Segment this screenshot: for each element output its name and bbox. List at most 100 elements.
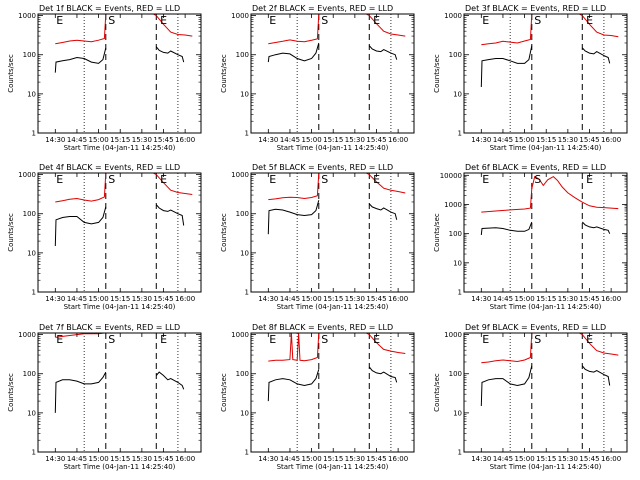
x-tick-label: 14:30 bbox=[258, 136, 278, 144]
x-tick-label: 15:30 bbox=[345, 455, 365, 463]
events-series-line bbox=[368, 203, 398, 220]
x-tick-label: 14:30 bbox=[45, 295, 65, 303]
plot-frame bbox=[37, 332, 202, 453]
x-tick-label: 14:45 bbox=[280, 455, 300, 463]
region-marker-label: S bbox=[534, 333, 541, 346]
x-tick-label: 14:45 bbox=[67, 295, 87, 303]
lld-series-line bbox=[268, 173, 406, 201]
events-series-line bbox=[54, 47, 107, 73]
x-tick-label: 16:00 bbox=[388, 295, 408, 303]
region-marker-label: E bbox=[373, 173, 380, 186]
plot-frame bbox=[250, 332, 415, 453]
y-tick-label: 100 bbox=[236, 210, 249, 218]
y-axis-label: Counts/sec bbox=[7, 54, 15, 93]
region-marker-label: S bbox=[321, 173, 328, 186]
x-tick-label: 14:45 bbox=[280, 136, 300, 144]
panel-title: Det 4f BLACK = Events, RED = LLD bbox=[39, 163, 180, 172]
x-tick-label: 15:45 bbox=[579, 455, 599, 463]
y-axis-label: Counts/sec bbox=[220, 54, 228, 93]
events-series-line bbox=[155, 371, 185, 390]
plot-frame bbox=[463, 332, 628, 453]
lld-series-line bbox=[55, 14, 193, 45]
region-marker-label: S bbox=[108, 173, 115, 186]
region-marker-label: E bbox=[56, 333, 63, 346]
y-tick-label: 1000 bbox=[444, 331, 462, 339]
x-tick-label: 15:30 bbox=[345, 295, 365, 303]
region-marker-label: S bbox=[321, 333, 328, 346]
panel-title: Det 6f BLACK = Events, RED = LLD bbox=[465, 163, 606, 172]
x-axis-label: Start Time (04-Jan-11 14:25:40) bbox=[64, 463, 176, 471]
region-marker-label: S bbox=[534, 14, 541, 27]
events-series-line bbox=[480, 221, 533, 236]
region-marker-label: E bbox=[56, 173, 63, 186]
y-tick-label: 100 bbox=[23, 210, 36, 218]
y-tick-label: 100 bbox=[449, 230, 462, 238]
x-tick-label: 14:45 bbox=[493, 136, 513, 144]
y-tick-label: 1 bbox=[32, 289, 36, 297]
events-series-line bbox=[54, 206, 107, 247]
y-tick-label: 1000 bbox=[18, 171, 36, 179]
panel-title: Det 3f BLACK = Events, RED = LLD bbox=[465, 4, 606, 13]
region-marker-label: E bbox=[160, 173, 167, 186]
x-tick-label: 15:45 bbox=[366, 455, 386, 463]
y-tick-label: 1000 bbox=[444, 12, 462, 20]
x-tick-label: 15:00 bbox=[88, 455, 108, 463]
x-tick-label: 15:30 bbox=[132, 295, 152, 303]
region-marker-label: S bbox=[534, 173, 541, 186]
x-tick-label: 15:15 bbox=[323, 295, 343, 303]
plot-frame bbox=[463, 172, 628, 293]
x-tick-label: 15:15 bbox=[536, 295, 556, 303]
x-tick-label: 15:45 bbox=[579, 295, 599, 303]
x-tick-label: 16:00 bbox=[388, 455, 408, 463]
x-tick-label: 14:30 bbox=[471, 455, 491, 463]
y-axis-label: Counts/sec bbox=[220, 213, 228, 252]
events-series-line bbox=[54, 371, 107, 413]
y-tick-label: 10 bbox=[453, 90, 462, 98]
events-series-line bbox=[480, 45, 533, 88]
events-series-line bbox=[155, 46, 185, 63]
x-tick-label: 15:45 bbox=[366, 136, 386, 144]
region-marker-label: E bbox=[482, 14, 489, 27]
x-tick-label: 16:00 bbox=[601, 455, 621, 463]
region-marker-label: E bbox=[482, 333, 489, 346]
x-tick-label: 15:45 bbox=[153, 455, 173, 463]
x-tick-label: 16:00 bbox=[601, 295, 621, 303]
lld-series-line bbox=[481, 333, 619, 364]
x-tick-label: 16:00 bbox=[388, 136, 408, 144]
x-tick-label: 15:30 bbox=[558, 455, 578, 463]
x-tick-label: 15:45 bbox=[579, 136, 599, 144]
y-axis-label: Counts/sec bbox=[220, 373, 228, 412]
y-axis-label: Counts/sec bbox=[433, 213, 441, 252]
y-tick-label: 100 bbox=[23, 370, 36, 378]
x-tick-label: 15:15 bbox=[110, 455, 130, 463]
events-series-line bbox=[267, 369, 320, 402]
plot-frame bbox=[463, 13, 628, 134]
y-tick-label: 1 bbox=[32, 449, 36, 457]
lld-series-line bbox=[481, 175, 619, 213]
x-tick-label: 16:00 bbox=[601, 136, 621, 144]
y-tick-label: 10 bbox=[453, 409, 462, 417]
x-tick-label: 15:30 bbox=[132, 455, 152, 463]
panel-title: Det 8f BLACK = Events, RED = LLD bbox=[252, 323, 393, 332]
y-tick-label: 1000 bbox=[18, 12, 36, 20]
x-axis-label: Start Time (04-Jan-11 14:25:40) bbox=[64, 303, 176, 311]
x-tick-label: 14:45 bbox=[493, 295, 513, 303]
events-series-line bbox=[368, 366, 398, 383]
x-tick-label: 15:00 bbox=[514, 136, 534, 144]
plot-frame bbox=[37, 172, 202, 293]
y-tick-label: 1 bbox=[32, 130, 36, 138]
x-tick-label: 15:00 bbox=[301, 295, 321, 303]
x-tick-label: 15:15 bbox=[536, 455, 556, 463]
x-axis-label: Start Time (04-Jan-11 14:25:40) bbox=[277, 303, 389, 311]
region-marker-label: S bbox=[321, 14, 328, 27]
region-marker-label: E bbox=[586, 14, 593, 27]
y-tick-label: 10 bbox=[27, 249, 36, 257]
events-series-line bbox=[581, 365, 611, 386]
y-tick-label: 100 bbox=[449, 51, 462, 59]
panel-title: Det 7f BLACK = Events, RED = LLD bbox=[39, 323, 180, 332]
y-tick-label: 1 bbox=[458, 130, 462, 138]
x-axis-label: Start Time (04-Jan-11 14:25:40) bbox=[490, 463, 602, 471]
